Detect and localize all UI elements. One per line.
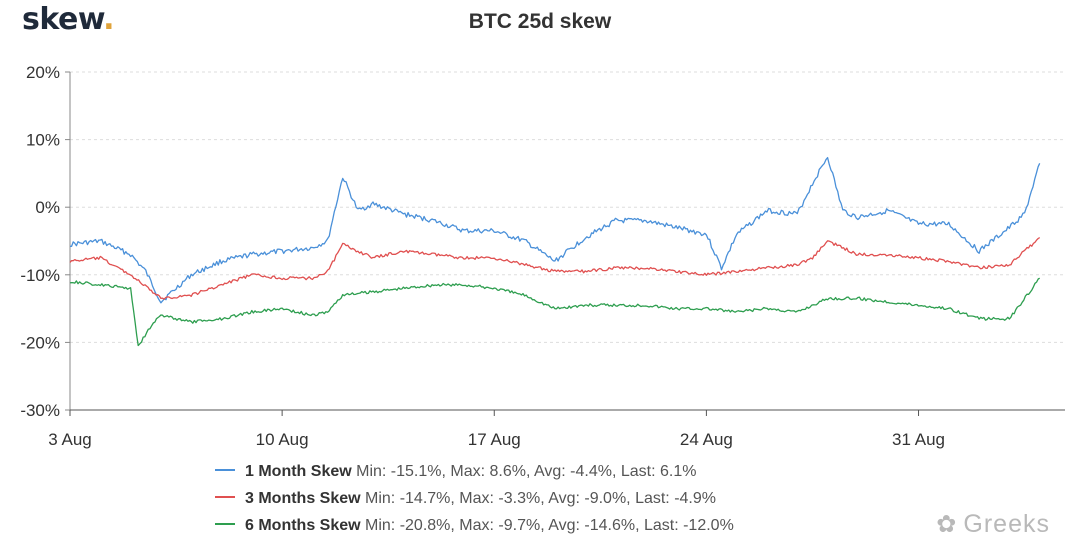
brand-dot: . (103, 2, 115, 37)
x-tick-label: 3 Aug (48, 430, 92, 449)
x-axis: 3 Aug 10 Aug 17 Aug 24 Aug 31 Aug (48, 409, 1065, 449)
brand-text: skew (22, 2, 104, 37)
x-tick-label: 31 Aug (892, 430, 945, 449)
skew-logo: skew. (22, 2, 115, 37)
series-line-2 (69, 237, 1041, 300)
y-tick-label: 10% (26, 131, 60, 150)
legend-series-stats: Min: -14.7%, Max: -3.3%, Avg: -9.0%, Las… (360, 490, 716, 507)
y-tick-label: -20% (20, 333, 60, 352)
legend-entry[interactable]: 6 Months Skew Min: -20.8%, Max: -9.7%, A… (215, 512, 734, 539)
legend-series-stats: Min: -15.1%, Max: 8.6%, Avg: -4.4%, Last… (351, 463, 697, 480)
watermark: ✿ Greeks (936, 510, 1050, 539)
legend: 1 Month Skew Min: -15.1%, Max: 8.6%, Avg… (215, 458, 734, 539)
watermark-text: Greeks (963, 510, 1050, 538)
line-chart: 20% 10% 0% -10% -20% -30% 3 Aug 10 Aug 17 Aug 24… (20, 63, 1065, 449)
grid-lines (70, 71, 1065, 343)
legend-series-stats: Min: -20.8%, Max: -9.7%, Avg: -14.6%, La… (360, 517, 734, 534)
y-tick-label: -10% (20, 266, 60, 285)
wechat-icon: ✿ (936, 511, 958, 538)
legend-entry[interactable]: 1 Month Skew Min: -15.1%, Max: 8.6%, Avg… (215, 458, 734, 485)
series-line-1 (70, 156, 1041, 304)
legend-swatch (215, 468, 235, 471)
legend-series-name: 1 Month Skew (245, 463, 352, 480)
legend-swatch (215, 495, 235, 498)
x-tick-label: 17 Aug (468, 430, 521, 449)
series-line-3 (69, 277, 1041, 347)
y-tick-label: 20% (26, 63, 60, 82)
legend-series-name: 6 Months Skew (245, 517, 361, 534)
x-tick-label: 10 Aug (256, 430, 309, 449)
series-lines (69, 156, 1041, 347)
chart-title: BTC 25d skew (468, 10, 612, 33)
y-axis: 20% 10% 0% -10% -20% -30% (20, 63, 71, 420)
y-tick-label: -30% (20, 401, 60, 420)
legend-swatch (215, 522, 235, 525)
x-tick-label: 24 Aug (680, 430, 733, 449)
legend-entry[interactable]: 3 Months Skew Min: -14.7%, Max: -3.3%, A… (215, 485, 734, 512)
legend-series-name: 3 Months Skew (245, 490, 361, 507)
y-tick-label: 0% (35, 198, 60, 217)
